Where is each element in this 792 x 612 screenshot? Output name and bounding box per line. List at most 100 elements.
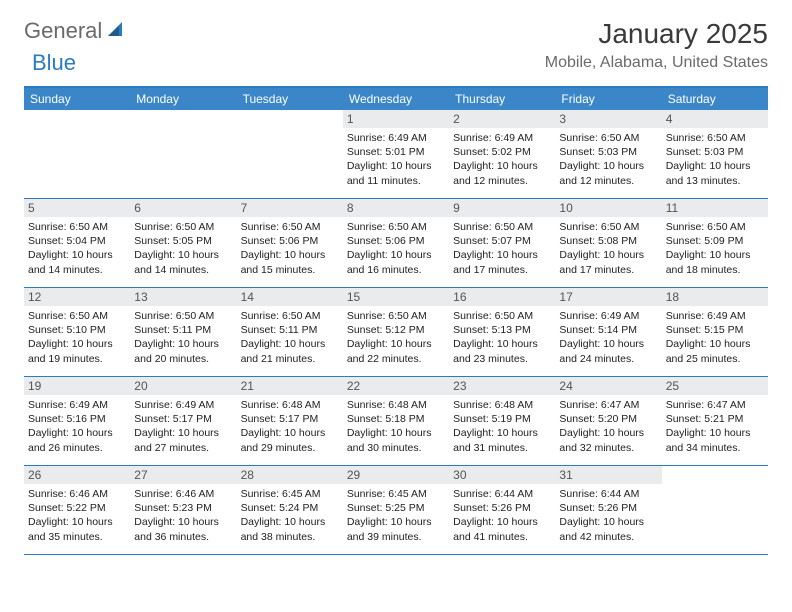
sunset-line: Sunset: 5:11 PM	[241, 323, 339, 337]
day-cell: 8Sunrise: 6:50 AMSunset: 5:06 PMDaylight…	[343, 199, 449, 287]
sunset-line: Sunset: 5:11 PM	[134, 323, 232, 337]
day-number: 18	[662, 288, 768, 306]
sunset-line: Sunset: 5:19 PM	[453, 412, 551, 426]
daylight-line: Daylight: 10 hours and 32 minutes.	[559, 426, 657, 454]
day-details: Sunrise: 6:50 AMSunset: 5:05 PMDaylight:…	[134, 220, 232, 277]
sunset-line: Sunset: 5:25 PM	[347, 501, 445, 515]
sunset-line: Sunset: 5:07 PM	[453, 234, 551, 248]
sunset-line: Sunset: 5:23 PM	[134, 501, 232, 515]
sunset-line: Sunset: 5:12 PM	[347, 323, 445, 337]
sunset-line: Sunset: 5:04 PM	[28, 234, 126, 248]
sunrise-line: Sunrise: 6:50 AM	[134, 309, 232, 323]
day-number: 10	[555, 199, 661, 217]
calendar-grid: Sunday Monday Tuesday Wednesday Thursday…	[24, 86, 768, 555]
sunset-line: Sunset: 5:15 PM	[666, 323, 764, 337]
day-number: 9	[449, 199, 555, 217]
day-cell: 28 Sunrise: 6:45 AMSunset: 5:24 PMDayligh…	[237, 466, 343, 554]
day-number: 30	[449, 466, 555, 484]
day-cell: 22 Sunrise: 6:48 AMSunset: 5:18 PMDayligh…	[343, 377, 449, 465]
weekday-header: Friday	[555, 88, 661, 110]
day-details: Sunrise: 6:46 AMSunset: 5:23 PMDaylight:…	[134, 487, 232, 544]
day-details: Sunrise: 6:48 AMSunset: 5:17 PMDaylight:…	[241, 398, 339, 455]
day-number: 24	[555, 377, 661, 395]
day-cell: 2Sunrise: 6:49 AMSunset: 5:02 PMDaylight…	[449, 110, 555, 198]
sunrise-line: Sunrise: 6:46 AM	[134, 487, 232, 501]
day-cell: 23 Sunrise: 6:48 AMSunset: 5:19 PMDayligh…	[449, 377, 555, 465]
day-cell: 16Sunrise: 6:50 AMSunset: 5:13 PMDayligh…	[449, 288, 555, 376]
daylight-line: Daylight: 10 hours and 31 minutes.	[453, 426, 551, 454]
daylight-line: Daylight: 10 hours and 14 minutes.	[28, 248, 126, 276]
sunset-line: Sunset: 5:06 PM	[347, 234, 445, 248]
weekday-header: Saturday	[662, 88, 768, 110]
day-details: Sunrise: 6:49 AMSunset: 5:15 PMDaylight:…	[666, 309, 764, 366]
day-number: 6	[130, 199, 236, 217]
day-details: Sunrise: 6:49 AMSunset: 5:02 PMDaylight:…	[453, 131, 551, 188]
day-details: Sunrise: 6:50 AMSunset: 5:06 PMDaylight:…	[241, 220, 339, 277]
day-cell: 20Sunrise: 6:49 AMSunset: 5:17 PMDayligh…	[130, 377, 236, 465]
day-details: Sunrise: 6:49 AMSunset: 5:17 PMDaylight:…	[134, 398, 232, 455]
day-details: Sunrise: 6:45 AMSunset: 5:24 PMDaylight:…	[241, 487, 339, 544]
sunrise-line: Sunrise: 6:47 AM	[666, 398, 764, 412]
daylight-line: Daylight: 10 hours and 36 minutes.	[134, 515, 232, 543]
day-cell: 19Sunrise: 6:49 AMSunset: 5:16 PMDayligh…	[24, 377, 130, 465]
sunrise-line: Sunrise: 6:48 AM	[347, 398, 445, 412]
day-number: 3	[555, 110, 661, 128]
daylight-line: Daylight: 10 hours and 25 minutes.	[666, 337, 764, 365]
daylight-line: Daylight: 10 hours and 19 minutes.	[28, 337, 126, 365]
sunrise-line: Sunrise: 6:45 AM	[241, 487, 339, 501]
sunrise-line: Sunrise: 6:50 AM	[559, 131, 657, 145]
day-number: 4	[662, 110, 768, 128]
day-cell: 13Sunrise: 6:50 AMSunset: 5:11 PMDayligh…	[130, 288, 236, 376]
day-cell: 15Sunrise: 6:50 AMSunset: 5:12 PMDayligh…	[343, 288, 449, 376]
day-details: Sunrise: 6:49 AMSunset: 5:14 PMDaylight:…	[559, 309, 657, 366]
sunset-line: Sunset: 5:17 PM	[241, 412, 339, 426]
day-details: Sunrise: 6:49 AMSunset: 5:16 PMDaylight:…	[28, 398, 126, 455]
daylight-line: Daylight: 10 hours and 21 minutes.	[241, 337, 339, 365]
weekday-header-row: Sunday Monday Tuesday Wednesday Thursday…	[24, 88, 768, 110]
day-details: Sunrise: 6:48 AMSunset: 5:19 PMDaylight:…	[453, 398, 551, 455]
daylight-line: Daylight: 10 hours and 11 minutes.	[347, 159, 445, 187]
logo-text-blue: Blue	[32, 50, 76, 76]
sunrise-line: Sunrise: 6:44 AM	[559, 487, 657, 501]
sunrise-line: Sunrise: 6:50 AM	[241, 309, 339, 323]
day-number: 22	[343, 377, 449, 395]
weekday-header: Tuesday	[237, 88, 343, 110]
daylight-line: Daylight: 10 hours and 20 minutes.	[134, 337, 232, 365]
day-details: Sunrise: 6:50 AMSunset: 5:03 PMDaylight:…	[666, 131, 764, 188]
day-details: Sunrise: 6:44 AMSunset: 5:26 PMDaylight:…	[453, 487, 551, 544]
sunrise-line: Sunrise: 6:47 AM	[559, 398, 657, 412]
day-details: Sunrise: 6:49 AMSunset: 5:01 PMDaylight:…	[347, 131, 445, 188]
sunset-line: Sunset: 5:03 PM	[559, 145, 657, 159]
day-number: 23	[449, 377, 555, 395]
sunrise-line: Sunrise: 6:49 AM	[559, 309, 657, 323]
day-number: 11	[662, 199, 768, 217]
day-cell	[24, 110, 130, 198]
day-number: 28	[237, 466, 343, 484]
sunrise-line: Sunrise: 6:49 AM	[347, 131, 445, 145]
daylight-line: Daylight: 10 hours and 12 minutes.	[453, 159, 551, 187]
day-cell: 29Sunrise: 6:45 AMSunset: 5:25 PMDayligh…	[343, 466, 449, 554]
location-label: Mobile, Alabama, United States	[545, 54, 768, 72]
logo-sail-icon	[106, 19, 126, 44]
day-details: Sunrise: 6:48 AMSunset: 5:18 PMDaylight:…	[347, 398, 445, 455]
weekday-header: Monday	[130, 88, 236, 110]
week-row: 1Sunrise: 6:49 AMSunset: 5:01 PMDaylight…	[24, 110, 768, 199]
day-number: 21	[237, 377, 343, 395]
sunrise-line: Sunrise: 6:50 AM	[453, 309, 551, 323]
sunrise-line: Sunrise: 6:50 AM	[347, 309, 445, 323]
daylight-line: Daylight: 10 hours and 26 minutes.	[28, 426, 126, 454]
day-cell: 30 Sunrise: 6:44 AMSunset: 5:26 PMDayligh…	[449, 466, 555, 554]
weekday-header: Sunday	[24, 88, 130, 110]
sunrise-line: Sunrise: 6:45 AM	[347, 487, 445, 501]
sunset-line: Sunset: 5:21 PM	[666, 412, 764, 426]
sunrise-line: Sunrise: 6:49 AM	[28, 398, 126, 412]
sunset-line: Sunset: 5:10 PM	[28, 323, 126, 337]
sunrise-line: Sunrise: 6:50 AM	[453, 220, 551, 234]
day-details: Sunrise: 6:47 AMSunset: 5:20 PMDaylight:…	[559, 398, 657, 455]
month-title: January 2025	[545, 18, 768, 50]
day-cell: 17Sunrise: 6:49 AMSunset: 5:14 PMDayligh…	[555, 288, 661, 376]
daylight-line: Daylight: 10 hours and 17 minutes.	[559, 248, 657, 276]
day-number: 8	[343, 199, 449, 217]
day-cell	[662, 466, 768, 554]
day-details: Sunrise: 6:50 AMSunset: 5:13 PMDaylight:…	[453, 309, 551, 366]
